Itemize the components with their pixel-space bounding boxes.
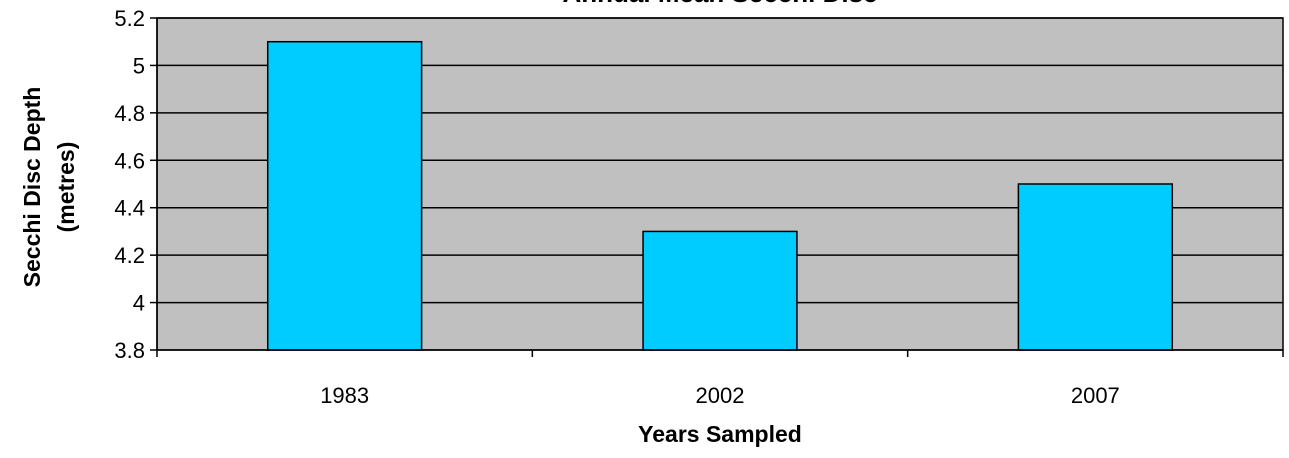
bar-2002 bbox=[642, 230, 798, 351]
bar-1983 bbox=[266, 40, 423, 351]
x-tick-label: 2002 bbox=[696, 383, 745, 408]
y-tick-label: 5 bbox=[133, 53, 145, 78]
x-tick-labels: 1983 2002 2007 bbox=[320, 383, 1120, 408]
x-tick-label: 1983 bbox=[320, 383, 369, 408]
y-tick-label: 4 bbox=[133, 291, 145, 316]
y-axis-title-line1: Secchi Disc Depth bbox=[19, 87, 45, 288]
y-tick-label: 4.8 bbox=[114, 101, 145, 126]
y-tick-label: 4.4 bbox=[114, 196, 145, 221]
y-axis-title-line2: (metres) bbox=[53, 142, 79, 233]
y-tick-label: 4.6 bbox=[114, 148, 145, 173]
y-tick-label: 4.2 bbox=[114, 243, 145, 268]
axes bbox=[150, 17, 1284, 357]
y-tick-label: 3.8 bbox=[114, 338, 145, 363]
x-axis-title: Years Sampled bbox=[638, 421, 802, 447]
y-tick-labels: 3.8 4 4.2 4.4 4.6 4.8 5 5.2 bbox=[114, 6, 145, 363]
x-tick-label: 2007 bbox=[1071, 383, 1120, 408]
bars bbox=[266, 40, 1174, 351]
bar-2007 bbox=[1017, 183, 1174, 351]
chart-title: Annual Mean Secchi Disc bbox=[563, 0, 878, 8]
y-tick-label: 5.2 bbox=[114, 6, 145, 31]
